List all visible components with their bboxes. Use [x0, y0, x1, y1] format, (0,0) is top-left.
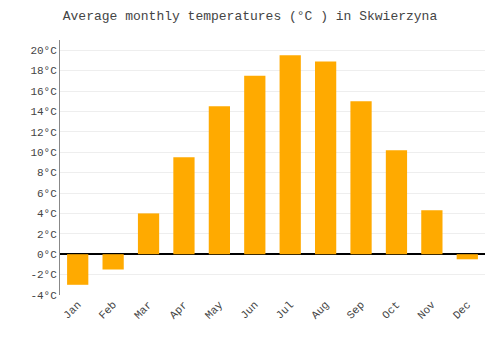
svg-text:May: May: [203, 299, 226, 322]
svg-text:20°C: 20°C: [30, 45, 57, 57]
svg-text:10°C: 10°C: [30, 147, 57, 159]
svg-text:8°C: 8°C: [37, 167, 57, 179]
svg-text:Jan: Jan: [61, 299, 83, 321]
svg-text:Dec: Dec: [451, 299, 473, 321]
svg-text:12°C: 12°C: [30, 127, 57, 139]
svg-text:Aug: Aug: [309, 299, 331, 321]
svg-text:6°C: 6°C: [37, 188, 57, 200]
svg-text:Jun: Jun: [238, 299, 260, 321]
svg-text:14°C: 14°C: [30, 106, 57, 118]
svg-text:18°C: 18°C: [30, 65, 57, 77]
svg-text:16°C: 16°C: [30, 86, 57, 98]
svg-text:2°C: 2°C: [37, 229, 57, 241]
svg-text:-2°C: -2°C: [30, 269, 57, 281]
svg-text:Sep: Sep: [345, 299, 367, 321]
svg-text:-4°C: -4°C: [30, 290, 57, 302]
svg-text:Average monthly temperatures (: Average monthly temperatures (°C ) in Sk…: [63, 9, 438, 24]
svg-text:Feb: Feb: [97, 299, 119, 321]
svg-text:Apr: Apr: [167, 299, 189, 321]
svg-text:Nov: Nov: [415, 299, 438, 322]
svg-text:4°C: 4°C: [37, 208, 57, 220]
svg-text:Mar: Mar: [132, 299, 154, 321]
svg-text:Oct: Oct: [380, 299, 402, 321]
svg-text:Jul: Jul: [274, 299, 296, 321]
svg-text:0°C: 0°C: [37, 249, 57, 261]
